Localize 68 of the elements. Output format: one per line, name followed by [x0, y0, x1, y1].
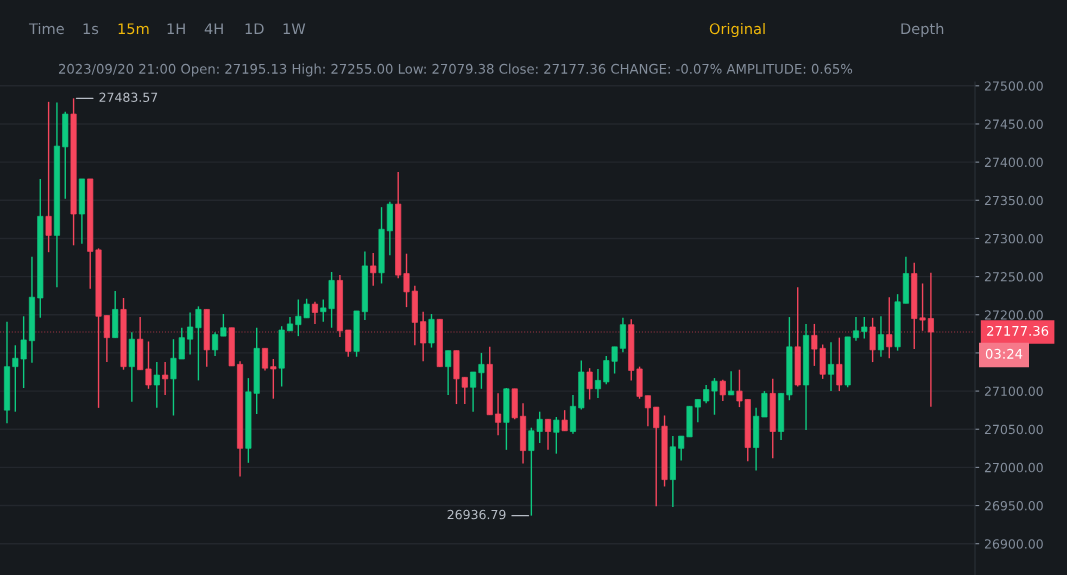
annotation: 27483.57 [99, 92, 158, 102]
candlestick [270, 358, 277, 400]
candlestick [678, 435, 685, 462]
y-tick-label: 27200.00 [984, 310, 1043, 320]
candlestick [852, 316, 859, 342]
candlestick [869, 317, 876, 363]
candlestick [445, 349, 452, 396]
candlestick [877, 315, 884, 358]
candlestick [719, 378, 726, 402]
y-tick-label: 27000.00 [984, 462, 1043, 473]
candlestick [162, 361, 169, 396]
candlestick [220, 313, 227, 337]
candlestick [420, 311, 427, 363]
y-tick-label: 27500.00 [984, 81, 1043, 91]
y-tick-label: 27250.00 [984, 272, 1043, 282]
candlestick [553, 416, 560, 455]
ref-line-label: 27177.36 [987, 325, 1049, 336]
candlestick [345, 329, 352, 358]
candlestick [45, 101, 52, 253]
candlestick [561, 409, 568, 432]
text: 1H [167, 23, 185, 35]
text: 15m [118, 23, 149, 35]
candlestick [644, 394, 651, 427]
text: 1W [283, 23, 306, 35]
text: 4H [204, 23, 223, 35]
candlestick [761, 390, 768, 418]
text: 1s [83, 23, 99, 35]
y-tick-label: 27050.00 [984, 424, 1043, 435]
y-tick-label: 27100.00 [984, 386, 1043, 397]
y-tick-label: 27350.00 [984, 195, 1043, 206]
text: 03:24 [985, 348, 1023, 359]
candlestick [195, 305, 202, 382]
candlestick [594, 368, 601, 399]
candlestick [212, 331, 219, 357]
candlestick [586, 367, 593, 401]
candlestick [370, 252, 377, 287]
candlestick [827, 341, 835, 392]
candlestick [103, 314, 110, 363]
candlestick [311, 301, 318, 325]
text: Depth [901, 22, 944, 38]
candlestick [470, 371, 477, 413]
candlestick [187, 311, 194, 356]
candlestick [619, 317, 626, 353]
candlestick [861, 316, 868, 340]
candlestick [836, 336, 843, 392]
y-tick-label: 27400.00 [984, 157, 1043, 168]
candlestick [262, 347, 269, 372]
candlestick [886, 296, 893, 359]
y-tick-label: 26950.00 [984, 501, 1043, 511]
candlestick [145, 340, 152, 390]
text: Time [28, 22, 64, 35]
y-tick-label: 27450.00 [984, 119, 1043, 129]
text: 1D [245, 23, 264, 35]
candlestick [703, 384, 710, 404]
text: 2023/09/20 21:00 Open: 27195.13 High: 27255.00 Low: 27079.38 Close: 27177.36 CHANGE: -0.07% AMPLITUDE: 0.65% [58, 63, 853, 77]
annotation: 26936.79 [447, 509, 506, 520]
candlestick [478, 352, 485, 390]
candlestick [428, 313, 435, 349]
y-tick-label: 27300.00 [984, 233, 1043, 244]
candlestick [495, 392, 502, 437]
candlestick [694, 398, 701, 424]
candlestick [728, 370, 735, 396]
candlestick [545, 418, 552, 451]
y-tick-label: 26900.00 [984, 539, 1043, 549]
candlestick [711, 377, 718, 416]
text: Original [709, 22, 765, 38]
candlestick [153, 361, 160, 409]
candlestick [927, 272, 934, 408]
